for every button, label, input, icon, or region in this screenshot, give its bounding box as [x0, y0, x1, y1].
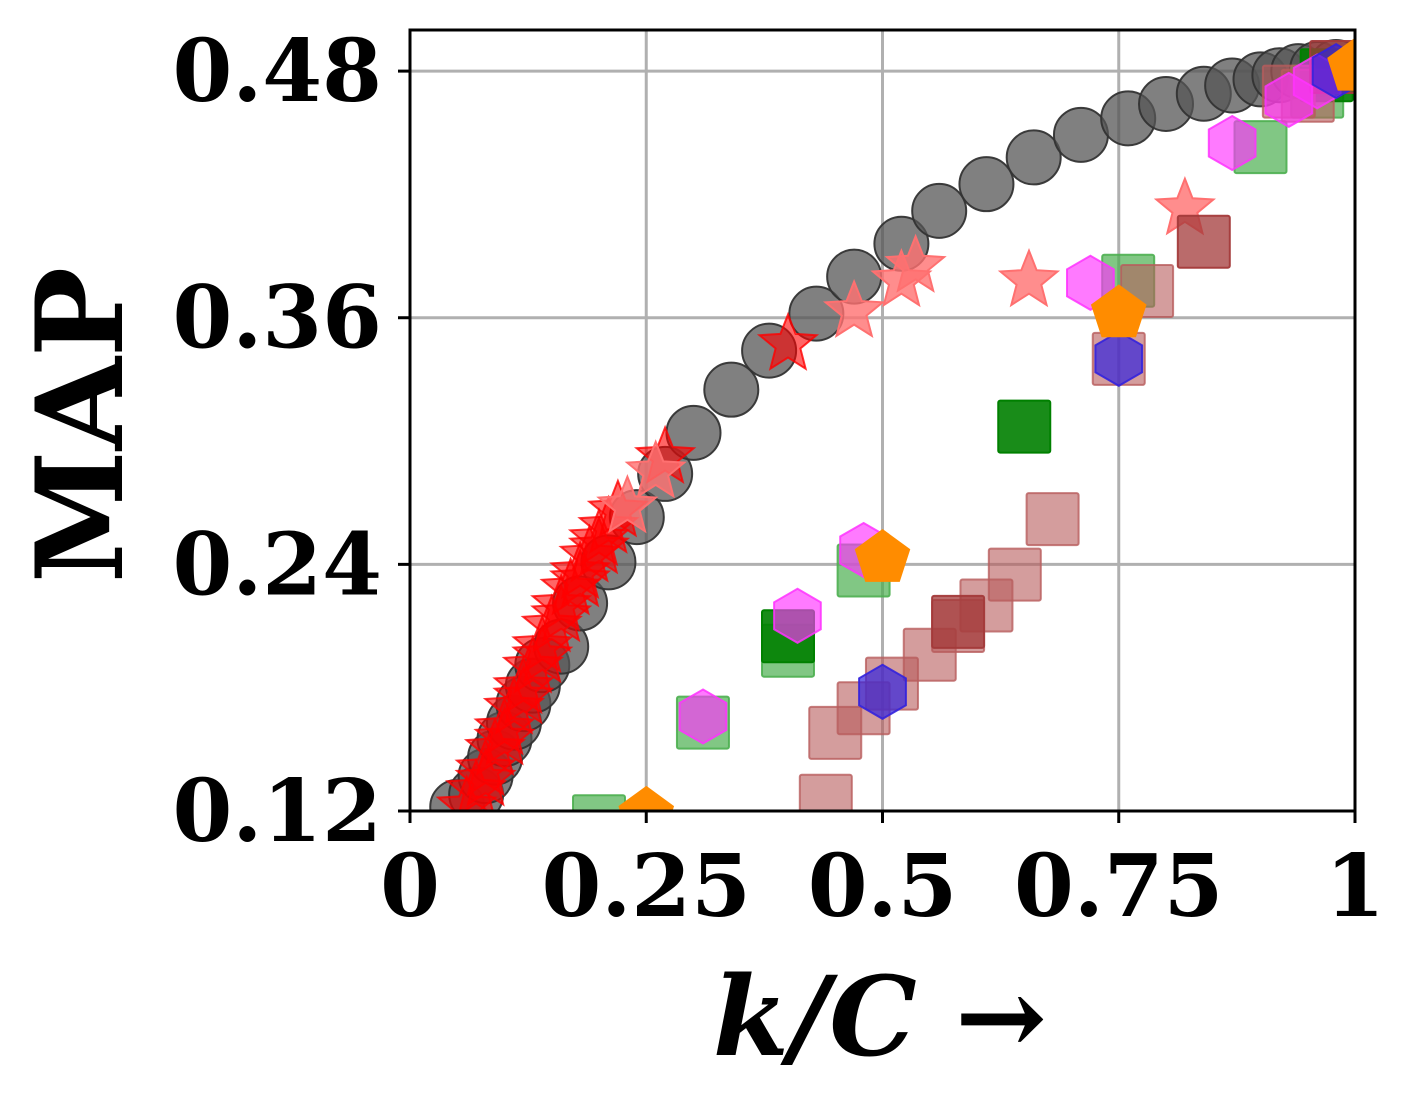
blue-hexagon-point [858, 663, 907, 720]
blue-hexagon-point [1094, 330, 1144, 387]
light-red-star-point [596, 474, 659, 534]
red-star-point [567, 515, 631, 575]
gray-circle-point [1052, 106, 1109, 163]
red-star-point [530, 583, 593, 643]
y-tick-label: 0.12 [173, 761, 382, 862]
red-star-point [454, 747, 517, 807]
orange-pentagon-point [1327, 37, 1355, 91]
gray-circle-point [1005, 129, 1062, 186]
y-tick-label: 0.48 [173, 21, 382, 122]
series-orange-pentagons [618, 37, 1355, 811]
magenta-hexagon-point [773, 587, 822, 644]
x-tick-label: 0.25 [542, 836, 751, 937]
series-light-red-stars [596, 176, 1217, 534]
orange-pentagon-point [1090, 284, 1147, 338]
magenta-hexagon-point [1207, 114, 1257, 172]
data-marks [429, 37, 1355, 811]
red-star-point [511, 624, 574, 684]
y-axis-label: MAP [10, 267, 151, 583]
magenta-hexagon-point [678, 688, 728, 745]
dark-brown-square-point [931, 594, 986, 649]
x-tick-label: 0.5 [808, 836, 958, 937]
green-square-point [572, 794, 626, 811]
gray-circle-point [958, 156, 1015, 213]
light-red-star-point [997, 247, 1061, 308]
brown-square-point [1025, 492, 1080, 547]
series-red-stars [435, 311, 820, 811]
red-star-point [492, 665, 555, 725]
x-axis-ticks: 0 0.25 0.5 0.75 1 [380, 811, 1385, 937]
orange-pentagon-point [618, 785, 675, 811]
orange-pentagon-point [854, 528, 911, 582]
brown-square-point [798, 773, 853, 811]
brown-square-point [987, 547, 1042, 602]
light-red-star-point [624, 439, 687, 499]
gray-circle-point [911, 182, 968, 239]
x-tick-label: 0 [380, 836, 440, 937]
dark-brown-square-point [1176, 214, 1231, 269]
x-tick-label: 0.75 [1014, 836, 1223, 937]
dark-green-square-point [997, 399, 1052, 454]
x-tick-label: 1 [1325, 836, 1385, 937]
magenta-hexagon-point [1066, 254, 1115, 311]
y-axis-ticks: 0.12 0.24 0.36 0.48 [173, 21, 410, 862]
y-tick-label: 0.36 [173, 268, 382, 369]
red-star-point [548, 548, 612, 608]
x-axis-label: k/C → [713, 952, 1047, 1081]
y-tick-label: 0.24 [173, 514, 382, 615]
red-star-point [473, 706, 536, 766]
gray-circle-point [703, 361, 760, 418]
light-red-star-point [884, 233, 947, 293]
light-red-star-point [822, 278, 886, 339]
red-star-point [756, 311, 820, 371]
